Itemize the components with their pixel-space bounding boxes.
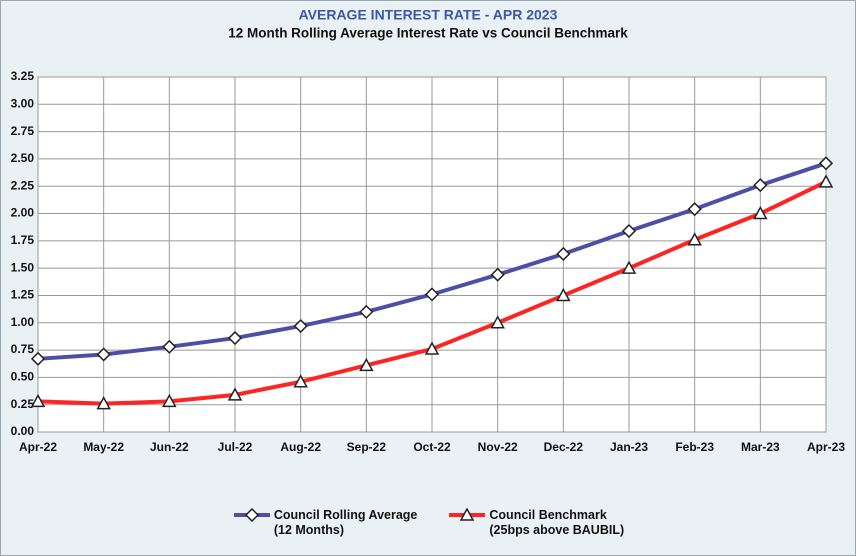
marker	[687, 232, 702, 246]
marker	[227, 387, 243, 401]
y-tick-label: 0.50	[11, 370, 35, 384]
x-tick-label: Dec-22	[544, 440, 584, 454]
x-tick-label: Aug-22	[280, 440, 321, 454]
y-tick-label: 2.50	[11, 151, 35, 165]
y-tick-label: 0.25	[11, 397, 35, 411]
marker	[293, 374, 308, 388]
marker	[424, 341, 440, 355]
marker	[621, 260, 637, 274]
x-tick-label: Apr-23	[807, 440, 845, 454]
marker	[818, 174, 834, 188]
x-tick-label: Sep-22	[347, 440, 387, 454]
marker	[162, 393, 177, 408]
marker	[556, 246, 571, 262]
x-tick-label: Jul-22	[218, 440, 253, 454]
marker	[490, 315, 505, 329]
marker	[30, 351, 46, 366]
marker	[96, 396, 111, 410]
y-tick-label: 0.75	[11, 342, 35, 356]
marker	[293, 318, 308, 334]
legend-label: Council Rolling Average (12 Months)	[273, 508, 418, 537]
x-tick-label: Apr-22	[19, 440, 57, 454]
y-tick-label: 3.25	[11, 69, 35, 83]
marker	[359, 304, 374, 319]
marker	[460, 508, 475, 521]
marker	[162, 339, 177, 354]
y-tick-label: 1.75	[11, 233, 35, 247]
y-tick-label: 1.25	[11, 288, 35, 302]
x-tick-label: Feb-23	[675, 440, 714, 454]
x-tick-label: Jun-22	[150, 440, 189, 454]
y-tick-label: 2.25	[11, 178, 35, 192]
marker	[359, 357, 374, 372]
y-tick-label: 2.00	[11, 206, 35, 220]
marker	[818, 156, 834, 171]
chart-title: AVERAGE INTEREST RATE - APR 2023	[299, 7, 558, 23]
x-tick-label: Mar-23	[741, 440, 780, 454]
chart-subtitle: 12 Month Rolling Average Interest Rate v…	[228, 26, 628, 41]
marker	[96, 347, 111, 362]
marker	[753, 205, 768, 220]
y-tick-label: 3.00	[11, 96, 35, 110]
x-tick-label: Nov-22	[478, 440, 518, 454]
marker	[424, 287, 440, 302]
marker	[621, 223, 637, 239]
y-tick-label: 1.00	[11, 315, 35, 329]
y-tick-label: 1.50	[11, 260, 35, 274]
marker	[687, 202, 702, 217]
legend-label: Council Benchmark (25bps above BAUBIL)	[489, 508, 625, 537]
legend-swatch	[449, 508, 486, 521]
marker	[30, 393, 46, 408]
legend-item: Council Benchmark (25bps above BAUBIL)	[447, 508, 624, 538]
y-tick-label: 2.75	[11, 124, 35, 138]
marker	[227, 331, 243, 346]
x-tick-label: Jan-23	[610, 440, 648, 454]
legend-item: Council Rolling Average (12 Months)	[232, 508, 418, 538]
marker	[556, 287, 571, 302]
legend-swatch	[233, 508, 270, 522]
marker	[490, 267, 505, 282]
x-tick-label: Oct-22	[413, 440, 451, 454]
x-tick-label: May-22	[83, 440, 124, 454]
marker	[244, 508, 259, 522]
y-tick-label: 0.00	[11, 424, 35, 438]
marker	[753, 178, 768, 193]
legend: Council Rolling Average (12 Months) Counc…	[0, 508, 856, 538]
